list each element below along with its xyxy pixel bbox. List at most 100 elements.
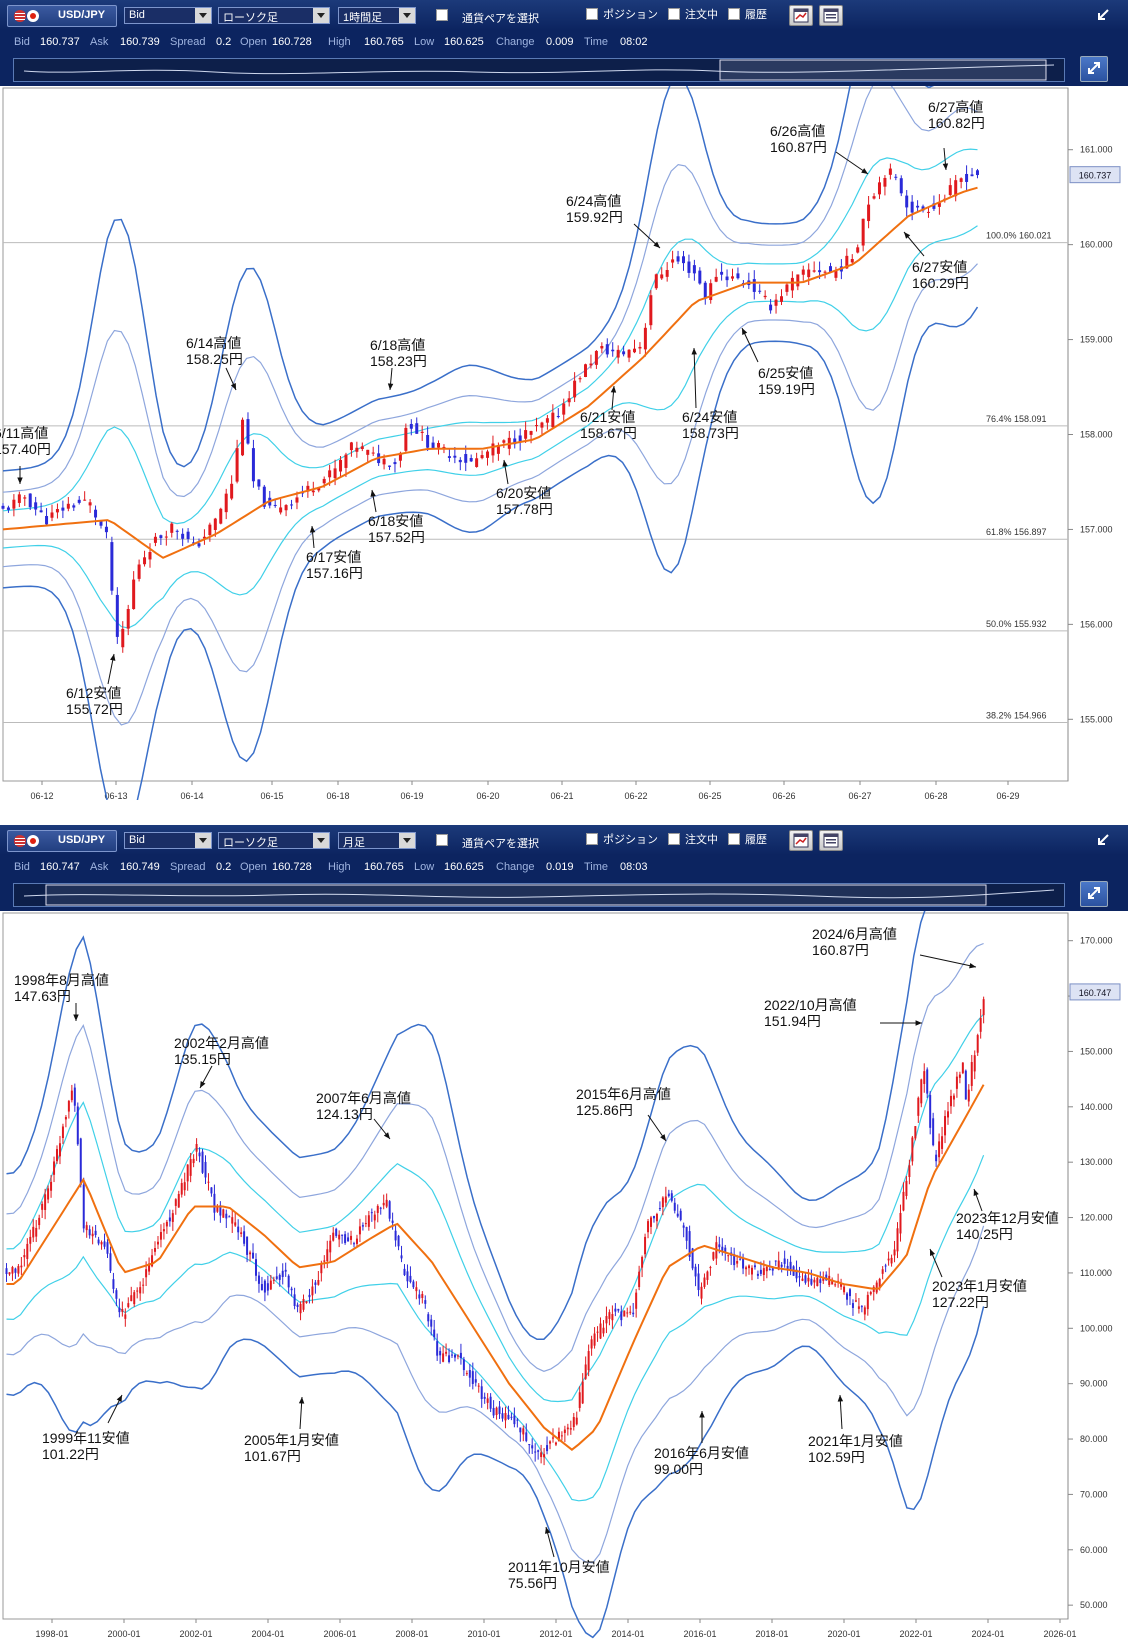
candle-body xyxy=(700,1286,703,1299)
hourly-candlestick-chart[interactable]: 161.000 160.000 159.000 158.000 157.000 156.0… xyxy=(0,86,1128,800)
annotation-price: 158.23円 xyxy=(370,353,427,369)
candle-body xyxy=(562,403,566,415)
monthly-candlestick-chart[interactable]: 170.000160.000150.000140.000130.000120.0… xyxy=(0,911,1128,1651)
candle-body xyxy=(758,290,762,292)
candle-body xyxy=(861,218,865,246)
currency-pair-button[interactable]: USD/JPY xyxy=(7,830,117,852)
annotation-title: 2021年1月安値 xyxy=(808,1433,903,1449)
chart-type-select[interactable]: ローソク足 xyxy=(218,7,330,24)
pair-select-checkbox[interactable] xyxy=(436,834,448,846)
currency-pair-button[interactable]: USD/JPY xyxy=(7,5,117,27)
candle-body xyxy=(540,422,544,428)
candle-body xyxy=(635,1292,638,1309)
arrow-head-icon xyxy=(309,526,316,533)
candle-body xyxy=(213,518,217,530)
bollinger-band-line xyxy=(2,225,978,629)
arrow-diagonal-icon xyxy=(1098,834,1109,845)
candle-body xyxy=(664,1196,667,1203)
candle-body xyxy=(529,431,533,435)
price-type-select[interactable]: Bid xyxy=(124,832,212,849)
chart-list-button[interactable] xyxy=(819,5,843,26)
x-tick-label: 2012-01 xyxy=(539,1629,572,1639)
collapse-button[interactable] xyxy=(1093,830,1113,850)
candle-body xyxy=(97,1239,100,1244)
candle-body xyxy=(881,1269,884,1274)
candle-body xyxy=(883,177,887,187)
orders-checkbox[interactable] xyxy=(668,833,680,845)
navigator-scrollbar[interactable] xyxy=(13,883,1065,907)
candle-body xyxy=(584,1364,587,1379)
annotation-price: 158.25円 xyxy=(186,351,243,367)
candle-body xyxy=(14,1268,17,1273)
candle-body xyxy=(104,526,108,533)
chevron-down-icon xyxy=(399,833,415,848)
candle-body xyxy=(721,1246,724,1251)
pair-select-checkbox[interactable] xyxy=(436,9,448,21)
collapse-button[interactable] xyxy=(1093,5,1113,25)
candle-body xyxy=(55,508,59,513)
orders-label: 注文中 xyxy=(685,834,718,846)
history-checkbox[interactable] xyxy=(728,833,740,845)
candle-body xyxy=(748,1265,751,1269)
candle-body xyxy=(682,1225,685,1228)
candle-body xyxy=(475,458,479,467)
candle-body xyxy=(622,351,626,355)
candle-body xyxy=(560,1435,563,1437)
candle-body xyxy=(20,1265,23,1268)
arrow-head-icon xyxy=(691,348,697,355)
candle-body xyxy=(661,1197,664,1208)
timeframe-select[interactable]: 1時間足 xyxy=(338,7,416,24)
candle-body xyxy=(201,1151,204,1173)
candle-body xyxy=(439,1351,442,1356)
candle-body xyxy=(616,349,620,358)
x-tick-label: 2000-01 xyxy=(107,1629,140,1639)
chart-type-select[interactable]: ローソク足 xyxy=(218,832,330,849)
pair-select-label: 通貨ペアを選択 xyxy=(462,13,539,25)
candle-body xyxy=(774,1260,777,1262)
candle-body xyxy=(376,1205,379,1213)
price-info-bar: Bid 160.747 Ask 160.749 Spread 0.2 Open … xyxy=(0,855,1128,879)
candle-body xyxy=(921,206,925,211)
candle-body xyxy=(679,1210,682,1220)
navigator-sparkline xyxy=(23,884,1055,906)
candle-body xyxy=(50,1181,53,1191)
candle-body xyxy=(139,1287,142,1294)
price-type-select[interactable]: Bid xyxy=(124,7,212,24)
timeframe-select[interactable]: 月足 xyxy=(338,832,416,849)
annotation-price: 155.72円 xyxy=(66,701,123,717)
candle-body xyxy=(914,1126,917,1139)
chart-list-button[interactable] xyxy=(819,830,843,851)
navigator-zoom-button[interactable] xyxy=(1080,56,1108,82)
candle-body xyxy=(56,1149,59,1162)
candle-body xyxy=(433,1329,436,1338)
navigator-zoom-button[interactable] xyxy=(1080,881,1108,907)
annotation-title: 6/18安値 xyxy=(368,513,423,529)
candle-body xyxy=(655,1213,658,1222)
candle-body xyxy=(795,1269,798,1279)
candle-body xyxy=(311,490,315,493)
position-checkbox[interactable] xyxy=(586,833,598,845)
candle-body xyxy=(589,363,593,366)
y-tick-label: 170.000 xyxy=(1080,936,1113,946)
annotation-title: 2011年10月安値 xyxy=(508,1559,610,1575)
position-checkbox[interactable] xyxy=(586,8,598,20)
x-tick-label: 06-21 xyxy=(550,791,573,800)
candle-body xyxy=(557,1431,560,1442)
candle-body xyxy=(671,259,675,263)
annotation-price: 159.19円 xyxy=(758,381,815,397)
history-checkbox[interactable] xyxy=(728,8,740,20)
candle-body xyxy=(66,503,70,509)
candle-body xyxy=(736,1261,739,1264)
chart-settings-button[interactable] xyxy=(789,5,813,26)
candle-body xyxy=(458,459,462,463)
chart-settings-button[interactable] xyxy=(789,830,813,851)
candle-body xyxy=(720,271,724,275)
candle-body xyxy=(156,1241,159,1245)
navigator-scrollbar[interactable] xyxy=(13,58,1065,82)
candle-body xyxy=(28,493,32,508)
orders-checkbox[interactable] xyxy=(668,8,680,20)
candle-body xyxy=(165,1221,168,1227)
candle-body xyxy=(50,512,54,518)
candle-body xyxy=(397,1235,400,1247)
